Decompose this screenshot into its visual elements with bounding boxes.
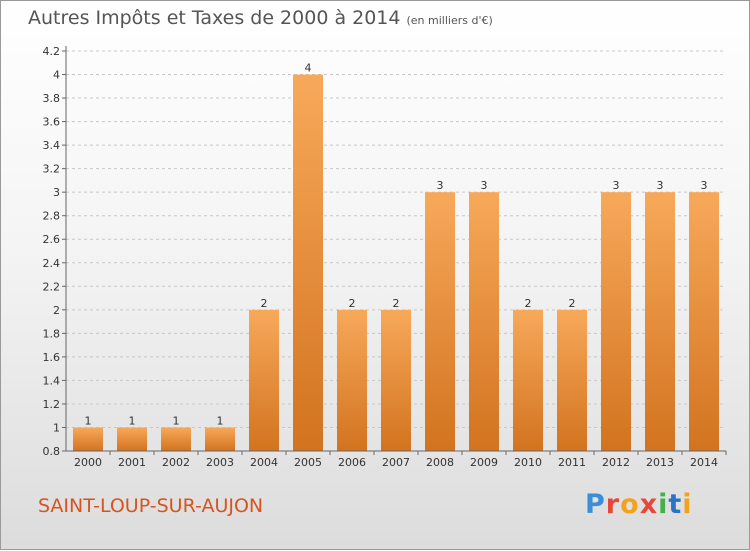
x-tick-label: 2011 [558, 456, 586, 469]
chart-title: Autres Impôts et Taxes de 2000 à 2014 (en… [28, 7, 493, 29]
bar [469, 192, 499, 452]
x-tick-label: 2010 [514, 456, 542, 469]
bar-value-label: 2 [569, 297, 576, 310]
logo-letter: o [620, 489, 640, 520]
y-tick-label: 2.2 [43, 280, 61, 293]
bar [425, 192, 455, 452]
bar-value-label: 2 [525, 297, 532, 310]
bar [645, 192, 675, 452]
x-tick-label: 2001 [118, 456, 146, 469]
y-tick-label: 1 [53, 421, 60, 434]
x-tick-label: 2014 [690, 456, 718, 469]
logo-letter: i [682, 489, 693, 520]
bars [73, 74, 719, 452]
y-tick-label: 3.2 [43, 163, 61, 176]
x-tick-label: 2006 [338, 456, 366, 469]
bar-value-label: 1 [217, 414, 224, 427]
y-tick-label: 3 [53, 186, 60, 199]
bar [249, 309, 279, 451]
bar-value-label: 1 [173, 414, 180, 427]
bar [205, 427, 235, 451]
x-tick-label: 2013 [646, 456, 674, 469]
bar [293, 74, 323, 451]
bar [513, 309, 543, 451]
bar [161, 427, 191, 451]
y-tick-label: 1.6 [43, 351, 61, 364]
x-tick-label: 2002 [162, 456, 190, 469]
bar-value-label: 1 [85, 414, 92, 427]
y-tick-label: 2.4 [43, 257, 61, 270]
x-tick-label: 2004 [250, 456, 278, 469]
y-tick-label: 4 [53, 69, 60, 82]
x-tick-label: 2005 [294, 456, 322, 469]
x-tick-label: 2003 [206, 456, 234, 469]
bar [117, 427, 147, 451]
bar [381, 309, 411, 451]
logo-letter: P [585, 489, 606, 520]
y-tick-label: 1.8 [43, 327, 61, 340]
y-tick-label: 3.8 [43, 92, 61, 105]
logo-letter: r [605, 489, 621, 520]
chart-unit: (en milliers d'€) [406, 14, 493, 27]
y-tick-label: 2 [53, 304, 60, 317]
bar-value-label: 4 [305, 62, 312, 75]
logo-letter: t [668, 489, 683, 520]
y-tick-label: 2.6 [43, 233, 61, 246]
y-tick-label: 3.6 [43, 116, 61, 129]
logo-letter: i [658, 489, 669, 520]
bar-value-label: 3 [481, 179, 488, 192]
y-tick-label: 1.2 [43, 398, 61, 411]
bar [557, 309, 587, 451]
proxiti-logo: Proxiti [585, 489, 693, 520]
bar-value-label: 3 [613, 179, 620, 192]
bar-value-label: 2 [261, 297, 268, 310]
y-tick-label: 1.4 [43, 374, 61, 387]
bar [73, 427, 103, 451]
chart-title-text: Autres Impôts et Taxes de 2000 à 2014 [28, 7, 401, 29]
x-tick-label: 2000 [74, 456, 102, 469]
y-tick-label: 3.4 [43, 139, 61, 152]
bar [337, 309, 367, 451]
x-tick-label: 2008 [426, 456, 454, 469]
y-tick-label: 2.8 [43, 210, 61, 223]
x-tick-label: 2009 [470, 456, 498, 469]
axes [62, 46, 727, 455]
bar-value-label: 3 [437, 179, 444, 192]
bar-value-label: 2 [349, 297, 356, 310]
bar [689, 192, 719, 452]
bar-value-label: 3 [701, 179, 708, 192]
y-tick-label: 4.2 [43, 45, 61, 58]
x-tick-label: 2007 [382, 456, 410, 469]
bar-value-label: 1 [129, 414, 136, 427]
labels: 0.8 1 1.2 1.4 1.6 1.8 2 2.2 2.4 2.6 2.8 3 3.2 3.4 3.6 3… [43, 45, 719, 469]
town-name: SAINT-LOUP-SUR-AUJON [38, 495, 264, 517]
bar-value-label: 3 [657, 179, 664, 192]
y-tick-label: 0.8 [43, 445, 61, 458]
bar-value-label: 2 [393, 297, 400, 310]
x-tick-label: 2012 [602, 456, 630, 469]
bar [601, 192, 631, 452]
logo-letter: x [639, 489, 659, 520]
